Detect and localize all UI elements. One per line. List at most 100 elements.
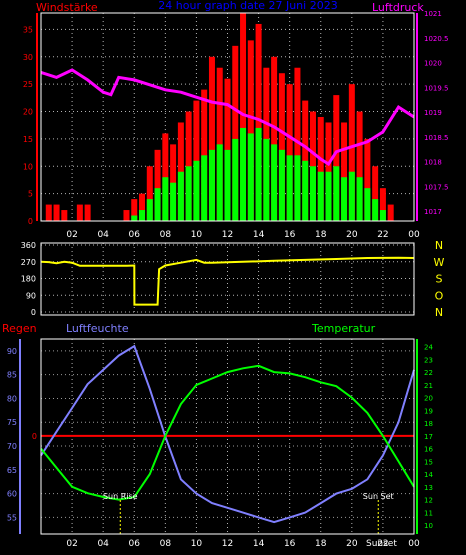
wind-gust-bar	[76, 204, 83, 221]
x-tick-label: 00	[408, 539, 420, 549]
wind-gust-bar	[53, 204, 60, 221]
direction-tick-label: 180	[21, 275, 36, 284]
temperature-tick-label: 23	[424, 356, 433, 364]
wind-avg-bar	[247, 133, 254, 221]
sunset-axis-label: Sunset	[366, 539, 397, 549]
wind-gust-bar	[131, 199, 138, 221]
wind-avg-bar	[201, 155, 208, 221]
wind-avg-bar	[170, 182, 177, 221]
humidity-x-ticks: 02 04 06 08 10 12 14 16 18 20 22 00	[66, 539, 420, 549]
wind-gust-bar	[278, 73, 285, 221]
temperature-axis-ticks: 10 11 12 13 14 15 16 17 18 19 20 21 22 23 24	[424, 344, 433, 530]
direction-tick-label: 270	[21, 258, 36, 267]
x-tick-label: 02	[66, 539, 77, 549]
rain-axis-title: Regen	[2, 322, 37, 335]
wind-tick-label: 10	[23, 162, 33, 171]
direction-tick-label: 0	[31, 308, 36, 317]
wind-gust-bar	[45, 204, 52, 221]
x-tick-label: 06	[129, 230, 141, 240]
direction-tick-label: 360	[21, 241, 36, 250]
humidity-tick-label: 70	[7, 442, 17, 451]
x-tick-label: 18	[315, 539, 327, 549]
direction-axis-ticks: 0 90 180 270 360	[21, 241, 36, 317]
x-tick-label: 04	[97, 230, 109, 240]
x-tick-label: 10	[191, 539, 203, 549]
wind-avg-bar	[154, 188, 161, 221]
x-tick-label: 22	[377, 539, 388, 549]
temperature-tick-label: 16	[424, 446, 433, 454]
x-tick-label: 12	[222, 539, 233, 549]
humidity-axis-title: Luftfeuchte	[66, 322, 129, 335]
direction-grid	[41, 243, 415, 315]
wind-tick-label: 25	[23, 80, 33, 89]
pressure-tick-label: 1020	[424, 60, 442, 68]
wind-x-ticks: 02 04 06 08 10 12 14 16 18 20 22 00	[66, 230, 420, 240]
pressure-tick-label: 1019	[424, 109, 442, 117]
x-tick-label: 18	[315, 230, 327, 240]
rain-tick-label: 0	[32, 432, 37, 441]
wind-gust-bar	[356, 111, 363, 221]
compass-label: N	[435, 306, 443, 319]
temperature-axis-title: Temperatur	[311, 322, 376, 335]
wind-avg-bar	[372, 199, 379, 221]
wind-avg-bar	[263, 138, 270, 221]
wind-gust-bar	[372, 166, 379, 221]
wind-avg-bar	[364, 188, 371, 221]
wind-avg-bar	[348, 171, 355, 221]
x-tick-label: 04	[97, 539, 109, 549]
wind-gust-bar	[317, 117, 324, 221]
pressure-tick-label: 1017	[424, 208, 442, 216]
compass-label: O	[435, 289, 444, 302]
wind-tick-label: 15	[23, 135, 33, 144]
sun-markers: Sun Rise Sun Set	[103, 492, 394, 534]
temperature-tick-label: 24	[424, 344, 433, 352]
wind-avg-bar	[278, 149, 285, 221]
wind-avg-bar	[131, 215, 138, 221]
humidity-tick-label: 80	[7, 394, 17, 403]
temperature-tick-label: 19	[424, 407, 433, 415]
wind-gust-bar	[333, 95, 340, 221]
chart-title: 24 hour graph date 27 Juni 2023	[158, 0, 337, 12]
temperature-tick-label: 12	[424, 497, 433, 505]
pressure-tick-label: 1021	[424, 10, 442, 18]
temperature-tick-label: 18	[424, 420, 433, 428]
x-tick-label: 20	[346, 539, 358, 549]
wind-gust-bar	[247, 40, 254, 221]
humidity-panel-frame	[40, 338, 415, 535]
wind-avg-bar	[317, 171, 324, 221]
wind-gust-bar	[84, 204, 91, 221]
humidity-line	[40, 344, 415, 524]
humidity-tick-label: 85	[7, 371, 17, 380]
pressure-line	[40, 68, 415, 167]
wind-gust-bar	[216, 67, 223, 221]
x-tick-label: 14	[253, 539, 265, 549]
wind-gust-bar	[208, 56, 215, 221]
wind-gust-bar	[139, 193, 146, 221]
wind-avg-bar	[309, 166, 316, 221]
wind-avg-bar	[193, 160, 200, 221]
wind-avg-bar	[341, 177, 348, 221]
temperature-tick-label: 22	[424, 369, 433, 377]
wind-avg-bar	[146, 199, 153, 221]
wind-gust-bar	[61, 210, 68, 221]
wind-avg-bar	[286, 155, 293, 221]
wind-gust-bar	[364, 138, 371, 221]
wind-avg-bar	[255, 127, 262, 221]
wind-gust-bar	[294, 67, 301, 221]
pressure-axis-title: Luftdruck	[372, 1, 424, 14]
humidity-tick-label: 55	[7, 513, 17, 522]
wind-gust-bar	[379, 188, 386, 221]
temperature-tick-label: 11	[424, 509, 433, 517]
wind-avg-bar	[302, 160, 309, 221]
wind-axis-ticks: 0 5 10 15 20 25 30 35	[23, 25, 33, 226]
temperature-tick-label: 15	[424, 458, 433, 466]
temperature-tick-label: 20	[424, 395, 433, 403]
wind-avg-bar	[232, 138, 239, 221]
wind-avg-bar	[240, 127, 247, 221]
sunset-label: Sun Set	[363, 492, 394, 501]
compass-label: N	[435, 239, 443, 252]
pressure-tick-label: 1018	[424, 159, 442, 167]
wind-avg-bar	[271, 144, 278, 221]
wind-average-bars	[131, 127, 386, 221]
